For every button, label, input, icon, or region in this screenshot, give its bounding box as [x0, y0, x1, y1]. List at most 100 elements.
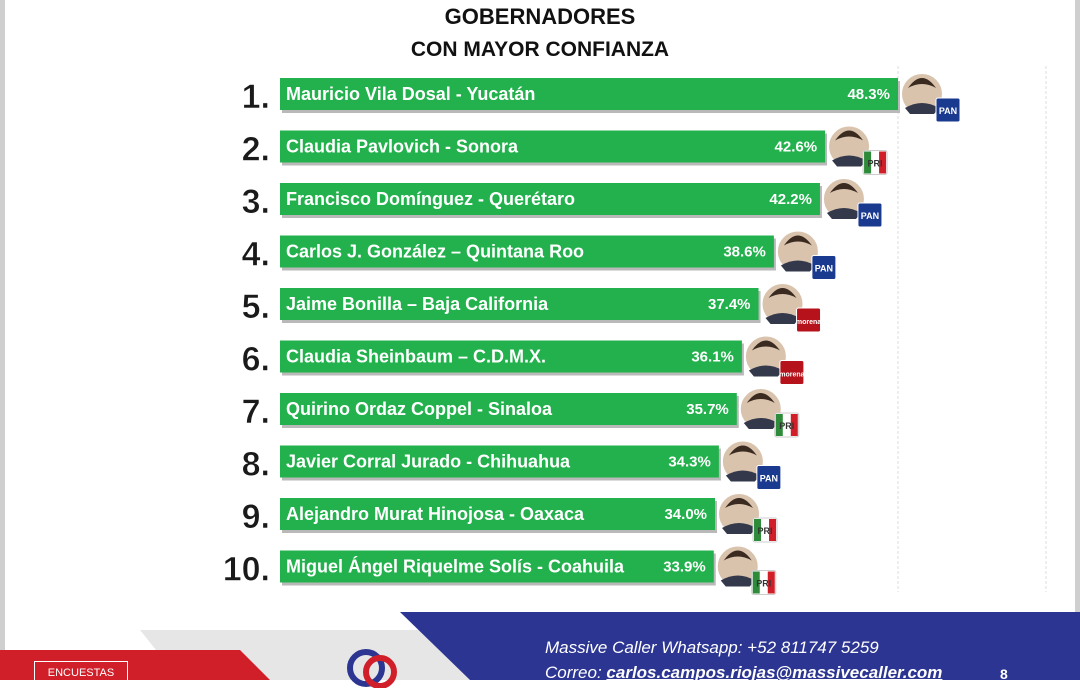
right-edge	[1075, 0, 1080, 680]
pri-red-stripe	[769, 519, 777, 541]
footer-navy-band	[400, 612, 1080, 680]
page-number: 8	[1000, 666, 1008, 682]
governor-avatar	[900, 72, 944, 116]
bar	[280, 393, 737, 425]
avatar-hair	[728, 445, 757, 456]
pri-red-stripe	[879, 151, 887, 174]
governor-avatar	[827, 124, 872, 169]
avatar-suit	[780, 260, 815, 272]
governor-avatar	[738, 387, 783, 431]
value-label: 34.0%	[664, 506, 707, 523]
value-label: 36.1%	[691, 349, 734, 366]
avatar-suit	[720, 575, 755, 587]
pri-green-stripe	[864, 151, 872, 174]
rank-label: 9.	[242, 498, 270, 536]
category-label: Quirino Ordaz Coppel - Sinaloa	[286, 399, 553, 419]
party-logo-icon	[756, 465, 782, 490]
value-label: 42.6%	[775, 139, 818, 156]
avatar-suit	[725, 470, 760, 482]
governor-avatar	[760, 282, 805, 326]
pri-green-stripe	[752, 571, 760, 594]
category-label: Mauricio Vila Dosal - Yucatán	[286, 84, 535, 104]
avatar-suit	[832, 155, 867, 167]
party-name: PAN	[939, 106, 957, 116]
rank-label: 3.	[242, 183, 270, 221]
value-label: 42.2%	[769, 191, 812, 208]
rank-label: 7.	[242, 393, 270, 431]
party-logo-icon	[796, 307, 822, 333]
chart-title: GOBERNADORES	[444, 4, 636, 29]
rank-label: 1.	[242, 78, 270, 116]
category-label: Claudia Sheinbaum – C.D.M.X.	[286, 347, 546, 367]
avatar-suit	[743, 418, 778, 429]
category-label: Carlos J. González – Quintana Roo	[286, 242, 584, 262]
value-label: 33.9%	[663, 559, 706, 576]
email-contact: Correo: carlos.campos.riojas@massivecall…	[545, 663, 942, 683]
rank-label: 6.	[242, 341, 270, 379]
party-name: PAN	[760, 474, 778, 484]
bar	[280, 288, 759, 320]
category-label: Francisco Domínguez - Querétaro	[286, 189, 575, 209]
value-label: 34.3%	[668, 454, 711, 471]
pri-green-stripe	[775, 414, 783, 436]
party-logo-icon	[779, 360, 805, 385]
footer-red-band	[0, 650, 270, 680]
avatar-hair	[835, 130, 864, 141]
party-name: morena	[796, 319, 821, 326]
avatar-hair	[829, 183, 858, 193]
footer-band	[0, 612, 1080, 680]
rank-label: 2.	[242, 131, 270, 169]
pri-green-stripe	[754, 519, 762, 541]
avatar-hair	[746, 393, 775, 403]
party-logo-icon	[811, 255, 837, 280]
value-label: 48.3%	[847, 86, 890, 103]
party-name: PAN	[861, 211, 879, 221]
bar	[280, 78, 898, 110]
bar	[280, 183, 820, 215]
bar	[280, 130, 826, 163]
avatar-hair	[723, 550, 752, 561]
email-prefix: Correo:	[545, 663, 607, 682]
bar	[280, 340, 742, 373]
value-label: 37.4%	[708, 296, 751, 313]
avatar-hair	[725, 498, 754, 508]
rank-label: 8.	[242, 446, 270, 484]
value-label: 38.6%	[723, 244, 766, 261]
rank-label: 4.	[242, 236, 270, 274]
avatar-suit	[748, 365, 783, 377]
category-label: Javier Corral Jurado - Chihuahua	[286, 452, 571, 472]
category-label: Miguel Ángel Riquelme Solís - Coahuila	[286, 556, 625, 577]
pri-red-stripe	[767, 571, 775, 594]
bar	[280, 445, 719, 478]
encuestas-badge: ENCUESTAS	[34, 661, 128, 685]
party-name: morena	[779, 372, 804, 379]
massive-caller-logo-icon	[347, 649, 397, 688]
party-logo-icon	[857, 202, 883, 228]
governor-avatar	[717, 492, 762, 536]
category-label: Jaime Bonilla – Baja California	[286, 294, 549, 314]
avatar-suit	[765, 313, 800, 324]
rank-label: 10.	[223, 551, 270, 589]
whatsapp-contact: Massive Caller Whatsapp: +52 811747 5259	[545, 638, 879, 657]
governor-avatar	[715, 544, 760, 589]
party-name: PRI	[779, 421, 794, 431]
email-link[interactable]: carlos.campos.riojas@massivecaller.com	[606, 663, 943, 682]
left-edge	[0, 0, 5, 680]
party-logo-icon	[935, 97, 961, 123]
rank-label: 5.	[242, 288, 270, 326]
avatar-suit	[905, 103, 939, 114]
party-name: PRI	[756, 579, 771, 589]
avatar-suit	[826, 208, 861, 219]
bar	[280, 550, 714, 583]
category-label: Claudia Pavlovich - Sonora	[286, 137, 519, 157]
avatar-hair	[768, 288, 797, 298]
category-label: Alejandro Murat Hinojosa - Oaxaca	[286, 504, 585, 524]
bar	[280, 498, 716, 530]
party-name: PRI	[868, 159, 883, 169]
avatar-hair	[908, 78, 936, 88]
party-name: PAN	[815, 264, 833, 274]
pri-red-stripe	[790, 414, 798, 436]
governor-avatar	[720, 439, 765, 484]
avatar-hair	[751, 340, 780, 351]
